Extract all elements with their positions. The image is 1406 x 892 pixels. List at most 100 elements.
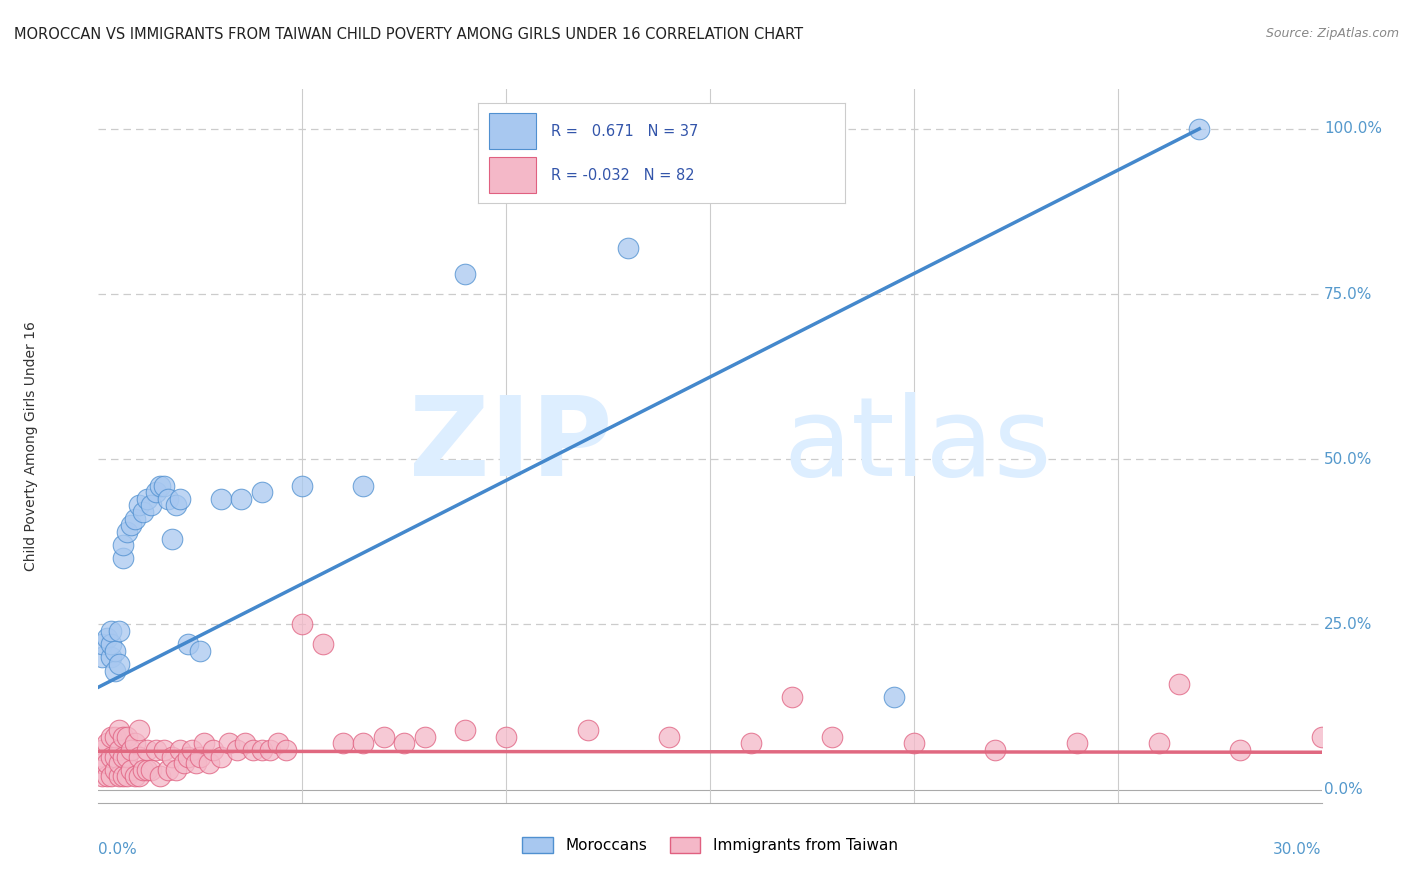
Text: 50.0%: 50.0% bbox=[1324, 451, 1372, 467]
Point bbox=[173, 756, 195, 771]
Point bbox=[156, 491, 179, 506]
Point bbox=[454, 723, 477, 738]
Point bbox=[145, 485, 167, 500]
Point bbox=[136, 491, 159, 506]
Text: 75.0%: 75.0% bbox=[1324, 286, 1372, 301]
Point bbox=[883, 690, 905, 704]
Text: R = -0.032   N = 82: R = -0.032 N = 82 bbox=[551, 168, 695, 183]
Point bbox=[128, 769, 150, 783]
Point bbox=[108, 743, 131, 757]
Point bbox=[413, 730, 436, 744]
Point bbox=[120, 763, 142, 777]
Point bbox=[1229, 743, 1251, 757]
Point bbox=[120, 518, 142, 533]
Point bbox=[165, 499, 187, 513]
Point bbox=[132, 505, 155, 519]
Point bbox=[100, 730, 122, 744]
Point bbox=[111, 538, 134, 552]
Point bbox=[96, 756, 118, 771]
Point bbox=[169, 743, 191, 757]
Point bbox=[165, 763, 187, 777]
Point bbox=[100, 749, 122, 764]
Point bbox=[658, 730, 681, 744]
Point bbox=[226, 743, 249, 757]
Point bbox=[160, 532, 183, 546]
Point bbox=[780, 690, 803, 704]
Point bbox=[111, 551, 134, 566]
Point bbox=[91, 769, 114, 783]
Point bbox=[242, 743, 264, 757]
Point bbox=[91, 637, 114, 651]
Point bbox=[250, 485, 273, 500]
Point bbox=[115, 749, 138, 764]
Legend: Moroccans, Immigrants from Taiwan: Moroccans, Immigrants from Taiwan bbox=[516, 831, 904, 859]
Point bbox=[1066, 736, 1088, 750]
Text: Source: ZipAtlas.com: Source: ZipAtlas.com bbox=[1265, 27, 1399, 40]
Point bbox=[1310, 730, 1333, 744]
Point bbox=[352, 736, 374, 750]
Point bbox=[218, 736, 240, 750]
Point bbox=[149, 478, 172, 492]
Point bbox=[903, 736, 925, 750]
Point bbox=[352, 478, 374, 492]
Point bbox=[181, 743, 204, 757]
Point bbox=[100, 769, 122, 783]
Point bbox=[120, 743, 142, 757]
Point bbox=[96, 769, 118, 783]
Point bbox=[193, 736, 215, 750]
Point bbox=[145, 743, 167, 757]
Point bbox=[128, 749, 150, 764]
Point bbox=[104, 763, 127, 777]
Point bbox=[104, 644, 127, 658]
Point bbox=[100, 624, 122, 638]
Point bbox=[495, 730, 517, 744]
Point bbox=[274, 743, 297, 757]
Point bbox=[91, 650, 114, 665]
Point bbox=[188, 644, 212, 658]
Point bbox=[100, 637, 122, 651]
Point bbox=[201, 743, 224, 757]
Bar bbox=[489, 157, 536, 194]
Point bbox=[231, 491, 253, 506]
Bar bbox=[489, 113, 536, 150]
Point bbox=[373, 730, 395, 744]
Point bbox=[152, 478, 174, 492]
Point bbox=[111, 749, 134, 764]
Point bbox=[1188, 121, 1211, 136]
Point bbox=[197, 756, 219, 771]
Point bbox=[149, 769, 172, 783]
Point bbox=[141, 763, 163, 777]
Point bbox=[1167, 677, 1189, 691]
Point bbox=[115, 524, 138, 539]
Point bbox=[209, 749, 232, 764]
Point bbox=[96, 631, 118, 645]
Text: 30.0%: 30.0% bbox=[1274, 842, 1322, 857]
Point bbox=[821, 730, 844, 744]
Point bbox=[124, 511, 146, 525]
Point bbox=[250, 743, 273, 757]
Point bbox=[124, 736, 146, 750]
Point bbox=[291, 617, 314, 632]
Point bbox=[1147, 736, 1170, 750]
Point bbox=[291, 478, 314, 492]
Point bbox=[169, 491, 191, 506]
Point bbox=[96, 736, 118, 750]
Point bbox=[267, 736, 290, 750]
Point bbox=[136, 763, 159, 777]
Point bbox=[177, 749, 200, 764]
Text: 100.0%: 100.0% bbox=[1324, 121, 1382, 136]
Point bbox=[128, 499, 150, 513]
Point bbox=[209, 491, 232, 506]
Point bbox=[104, 730, 127, 744]
Point bbox=[454, 267, 477, 281]
Point bbox=[132, 763, 155, 777]
Point bbox=[740, 736, 762, 750]
Text: ZIP: ZIP bbox=[409, 392, 612, 500]
Point bbox=[136, 743, 159, 757]
Text: MOROCCAN VS IMMIGRANTS FROM TAIWAN CHILD POVERTY AMONG GIRLS UNDER 16 CORRELATIO: MOROCCAN VS IMMIGRANTS FROM TAIWAN CHILD… bbox=[14, 27, 803, 42]
Point bbox=[177, 637, 200, 651]
Text: atlas: atlas bbox=[783, 392, 1052, 500]
Point bbox=[111, 769, 134, 783]
Point bbox=[91, 743, 114, 757]
Point bbox=[108, 657, 131, 671]
